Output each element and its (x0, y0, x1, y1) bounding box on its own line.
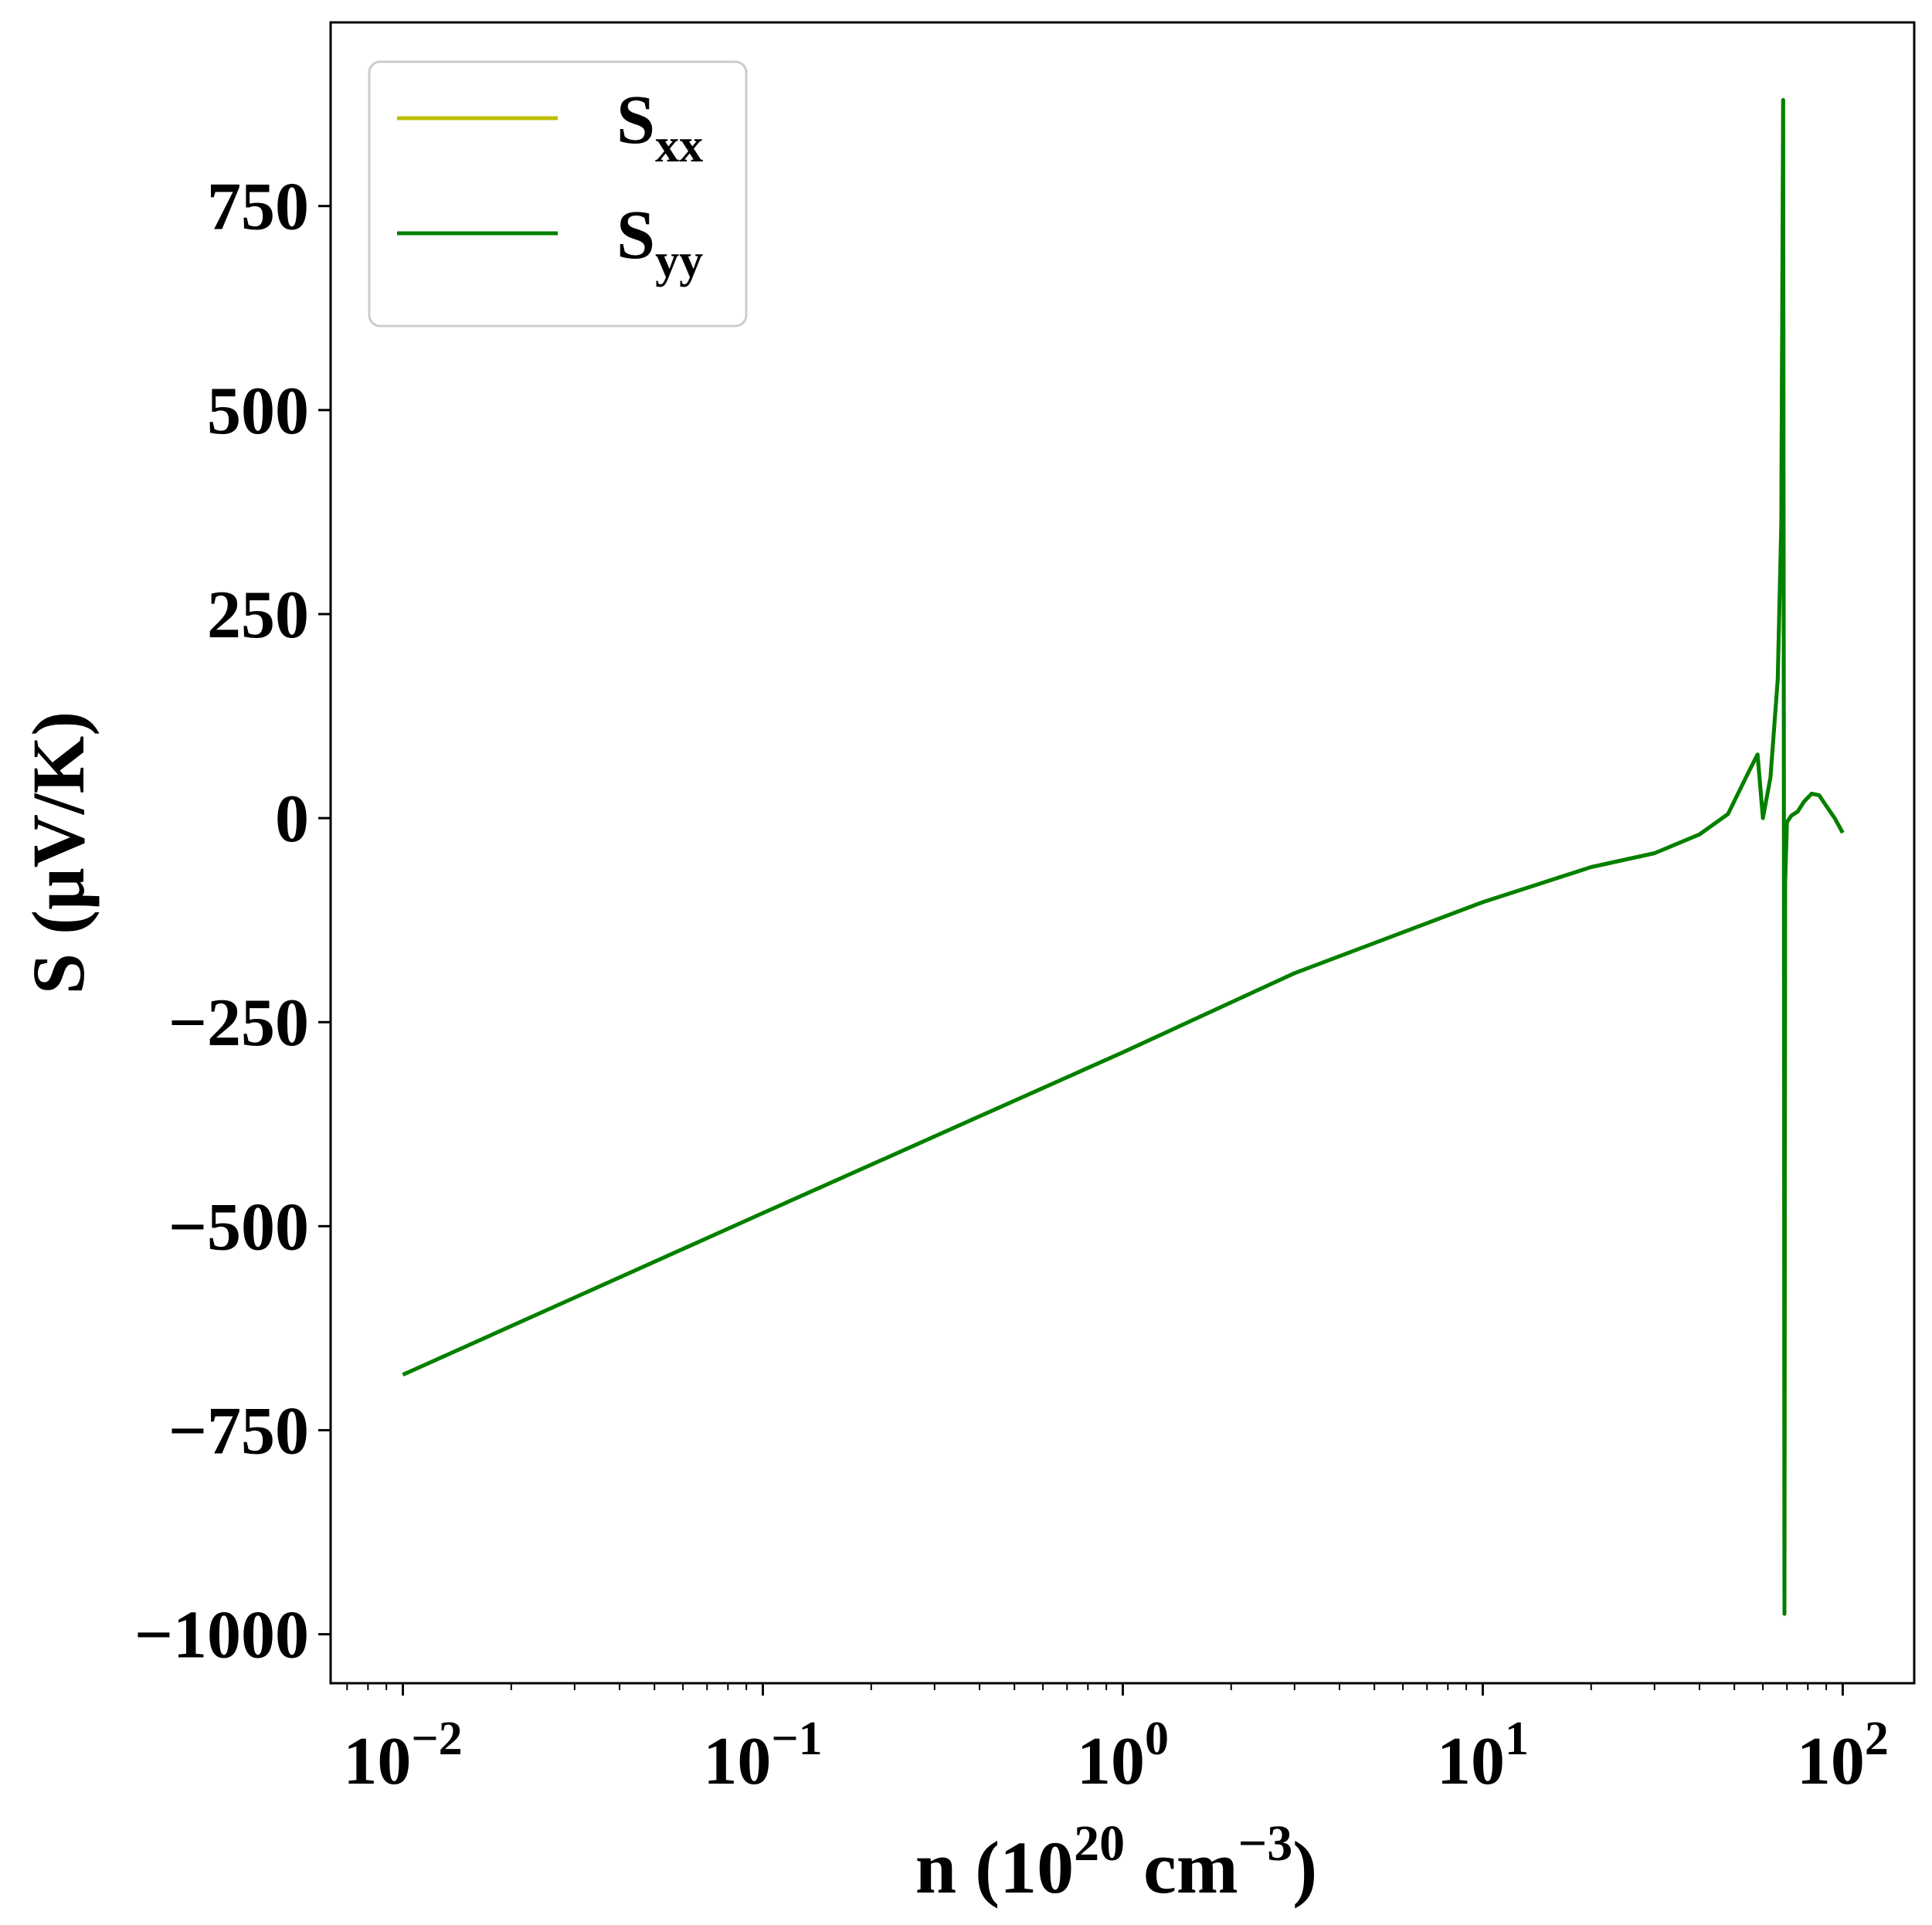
y-tick-label: −750 (168, 1394, 309, 1468)
y-tick-label: 500 (207, 374, 309, 449)
y-tick-label: 250 (207, 578, 309, 653)
legend-box (368, 60, 748, 328)
x-tick-label: 100 (1077, 1713, 1169, 1799)
y-tick-label: 750 (207, 170, 309, 245)
legend-label-sxx: Sxx (616, 82, 703, 172)
x-tick-label: 10−1 (703, 1713, 822, 1799)
legend: Sxx Syy (368, 60, 748, 328)
y-tick-label: −500 (168, 1190, 309, 1265)
y-tick-label: −1000 (134, 1598, 309, 1673)
y-axis-label: S (μV/K) (17, 711, 100, 994)
series-line-yy (402, 97, 1845, 1616)
x-tick-label: 102 (1797, 1713, 1889, 1799)
legend-label-syy: Syy (616, 197, 703, 287)
x-tick-label: 101 (1437, 1713, 1529, 1799)
x-axis: 10−2 10−1 100 101 102 (343, 1683, 1889, 1799)
y-tick-label: 0 (275, 782, 309, 857)
series-layer (402, 97, 1845, 1616)
x-tick-label: 10−2 (343, 1713, 462, 1799)
y-tick-label: −250 (168, 986, 309, 1061)
x-axis-label: n (1020 cm−3) (915, 1815, 1318, 1909)
y-axis: 750 500 250 0 −250 −500 −750 −1000 (134, 170, 331, 1673)
